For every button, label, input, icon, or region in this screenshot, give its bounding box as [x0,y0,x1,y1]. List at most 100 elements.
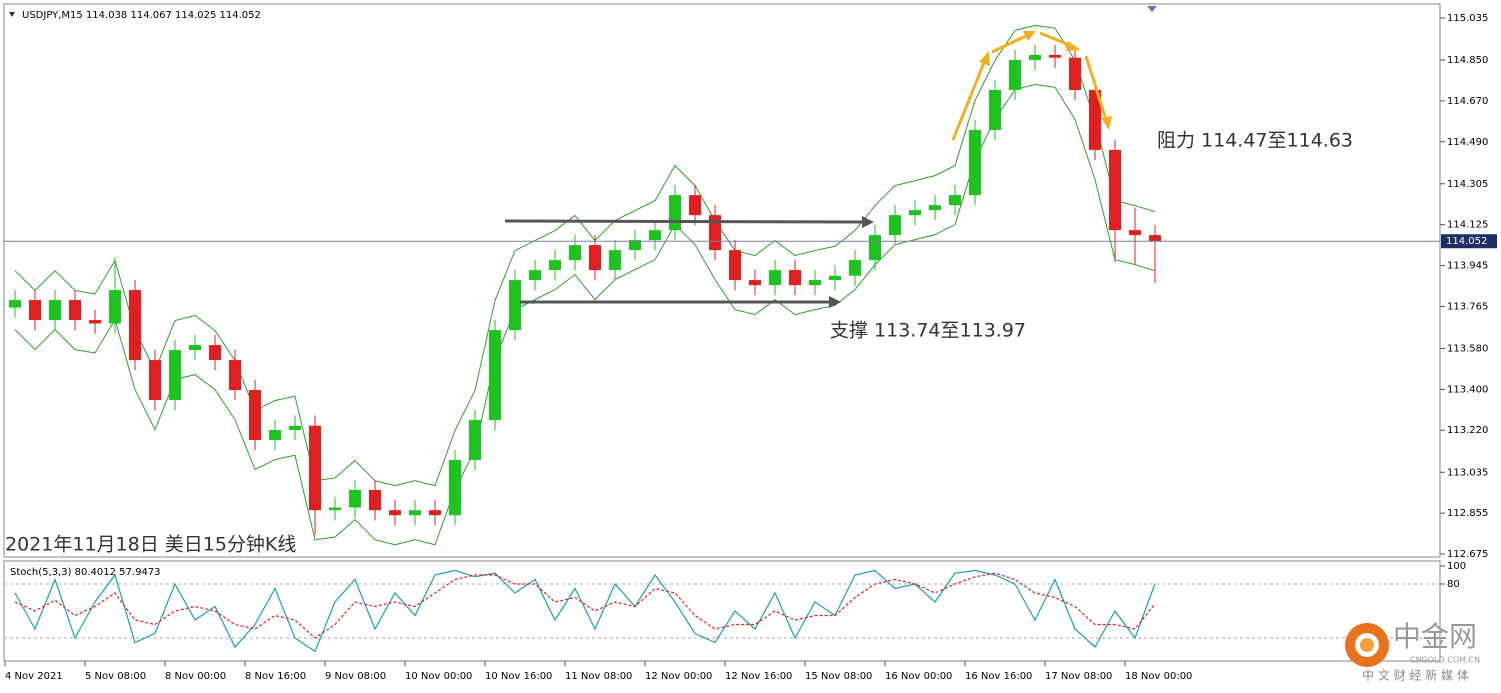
candle-body [509,280,521,331]
candle-body [729,250,741,281]
x-tick-label: 18 Nov 00:00 [1125,671,1192,682]
candle-body [749,280,761,286]
candle-body [789,270,801,286]
candle-body [109,290,121,324]
candle-body [189,345,201,351]
logo-slogan: 中 文 财 经 新 媒 体 [1362,668,1469,683]
y-tick-label: 114.125 [1447,220,1488,231]
stoch-line [14,569,1156,653]
x-tick-label: 9 Nov 08:00 [325,671,386,682]
candle-body [869,235,881,261]
y-tick-label: 113.400 [1447,384,1488,395]
candle-body [229,360,241,391]
x-tick-label: 5 Nov 08:00 [85,671,146,682]
candle-body [1009,59,1021,90]
x-tick-label: 8 Nov 16:00 [245,671,306,682]
candle-body [1029,54,1041,60]
arrows [504,31,1112,308]
candle-body [649,230,661,241]
main-panel [3,3,1441,558]
logo: 中金网 CNGOLD.COM.CN 中 文 财 经 新 媒 体 [1345,620,1480,683]
candle-body [1129,230,1141,236]
candle-body [609,250,621,271]
menu-marker [9,12,15,17]
candle-body [449,460,461,516]
logo-name: 中金网 [1393,620,1477,653]
y-tick-label: 113.035 [1447,467,1488,478]
chart-title: USDJPY,M15 114.038 114.067 114.025 114.0… [22,10,261,21]
candle-body [969,129,981,196]
logo-icon [1360,638,1374,652]
y-tick-label: 113.945 [1447,261,1488,272]
candle-body [369,489,381,511]
candle-body [269,430,281,441]
candle-body [529,270,541,281]
candle-body [89,320,101,324]
x-tick-label: 10 Nov 00:00 [405,671,472,682]
candle-body [809,280,821,286]
annotation: 阻力 114.47至114.63 [1157,130,1353,152]
x-tick-label: 16 Nov 00:00 [885,671,952,682]
annotation: 支撑 113.74至113.97 [830,320,1026,342]
x-tick-label: 11 Nov 08:00 [565,671,632,682]
y-tick-label: 80 [1447,579,1460,590]
candle-body [889,215,901,236]
candle-body [769,270,781,286]
candle-body [469,420,481,461]
candle-body [689,195,701,216]
stoch-panel [3,560,1441,662]
candle-body [629,240,641,251]
last-price-label: 114.052 [1446,236,1487,247]
y-tick-label: 112.675 [1447,549,1488,560]
x-tick-label: 15 Nov 08:00 [805,671,872,682]
x-tick-label: 4 Nov 2021 [5,671,63,682]
candle-body [169,350,181,401]
candle-body [1069,57,1081,90]
stoch-title: Stoch(5,3,3) 80.4012 57.9473 [10,567,161,578]
x-tick-label: 16 Nov 16:00 [965,671,1032,682]
candle-body [429,510,441,516]
band-line [14,83,1156,546]
candle-body [129,290,141,361]
candle-body [69,300,81,321]
candle-body [9,300,21,308]
candle-body [589,245,601,271]
y-tick-label: 113.765 [1447,301,1488,312]
shift-marker [1147,6,1157,12]
candle-body [289,425,301,431]
y-tick-label: 100 [1447,561,1466,572]
candle-body [909,210,921,216]
candle-body [1109,149,1121,231]
candle-body [1049,54,1061,58]
logo-url: CNGOLD.COM.CN [1410,656,1480,665]
x-tick-label: 12 Nov 16:00 [725,671,792,682]
candle-body [849,260,861,276]
annotation: 2021年11月18日 美日15分钟K线 [5,534,296,556]
candle-body [569,245,581,261]
y-tick-label: 114.670 [1447,96,1488,107]
x-tick-label: 12 Nov 00:00 [645,671,712,682]
y-tick-label: 113.580 [1447,343,1488,354]
band-line [14,24,1156,487]
candle-body [1089,89,1101,150]
candle-body [989,89,1001,130]
y-tick-label: 114.490 [1447,137,1488,148]
y-tick-label: 115.035 [1447,13,1488,24]
candle-body [349,489,361,508]
candle-body [829,275,841,281]
y-tick-label: 113.220 [1447,425,1488,436]
y-tick-label: 114.305 [1447,179,1488,190]
candle-body [409,510,421,516]
candle-body [949,195,961,206]
candle-body [249,390,261,441]
stoch-line [14,572,1156,639]
candle-body [489,330,501,421]
candle-body [149,360,161,401]
candle-body [329,507,341,511]
x-tick-label: 8 Nov 00:00 [165,671,226,682]
candle-body [1149,235,1161,242]
y-tick-label: 112.855 [1447,508,1488,519]
candle-body [29,300,41,321]
candle-body [209,345,221,361]
x-tick-label: 10 Nov 16:00 [485,671,552,682]
